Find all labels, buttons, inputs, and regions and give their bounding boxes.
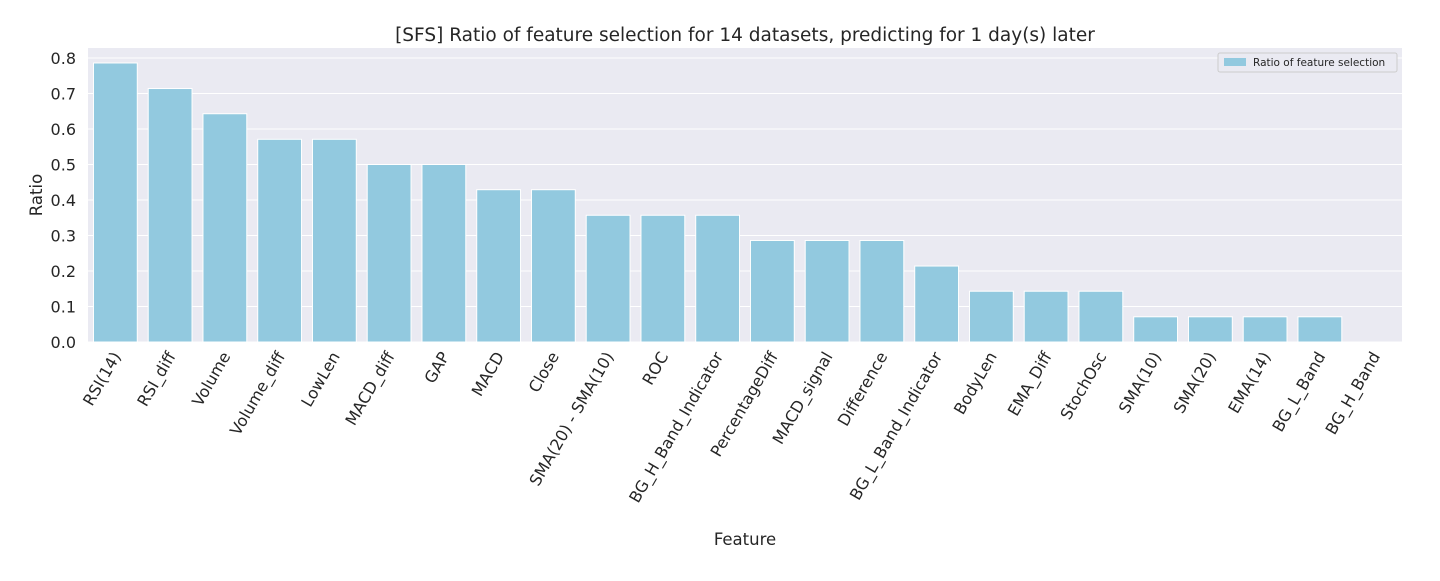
bar xyxy=(1078,290,1124,343)
x-tick-label: EMA_Diff xyxy=(1004,348,1057,420)
x-tick-label: BG_H_Band_Indicator xyxy=(625,348,728,506)
bar xyxy=(749,239,795,343)
x-tick-label: Difference xyxy=(834,349,892,430)
legend-swatch xyxy=(1224,58,1246,66)
y-tick-label: 0.0 xyxy=(51,333,76,352)
y-tick-label: 0.2 xyxy=(51,262,76,281)
bar xyxy=(366,164,412,343)
bar xyxy=(859,239,905,343)
bar xyxy=(421,164,467,343)
x-tick-label: RSI_diff xyxy=(133,348,181,410)
y-tick-label: 0.7 xyxy=(51,85,76,104)
bars xyxy=(92,62,1343,343)
y-axis-label: Ratio xyxy=(27,174,46,216)
bar xyxy=(804,239,850,343)
legend-label: Ratio of feature selection xyxy=(1253,57,1385,69)
x-tick-label: Close xyxy=(525,349,563,396)
bar xyxy=(1242,316,1288,343)
y-tick-label: 0.5 xyxy=(51,156,76,175)
x-tick-label: GAP xyxy=(420,348,453,386)
x-tick-label: MACD_signal xyxy=(768,349,837,448)
bar xyxy=(476,189,522,343)
x-tick-label: MACD_diff xyxy=(341,348,400,430)
bar xyxy=(1297,316,1343,343)
legend: Ratio of feature selection xyxy=(1217,52,1398,73)
bar xyxy=(914,265,960,343)
bar xyxy=(311,138,357,343)
x-tick-label: BodyLen xyxy=(950,349,1001,418)
x-tick-label: RSI(14) xyxy=(79,349,125,409)
y-tick-label: 0.1 xyxy=(51,298,76,317)
bar xyxy=(640,214,686,343)
x-tick-label: SMA(10) xyxy=(1115,349,1165,417)
x-tick-label: Volume_diff xyxy=(226,348,290,440)
y-tick-label: 0.4 xyxy=(51,191,76,210)
x-tick-label: ROC xyxy=(638,349,672,389)
y-axis-ticks: 0.0 0.1 0.2 0.3 0.4 0.5 0.6 0.7 0.8 xyxy=(51,49,76,352)
bar xyxy=(695,214,741,343)
y-tick-label: 0.8 xyxy=(51,49,76,68)
x-tick-label: MACD xyxy=(468,349,508,400)
bar xyxy=(1187,316,1233,343)
bar xyxy=(147,88,193,343)
bar xyxy=(585,214,631,343)
y-tick-label: 0.3 xyxy=(51,227,76,246)
bar xyxy=(968,290,1014,343)
x-tick-label: EMA(14) xyxy=(1224,349,1274,417)
plot-area xyxy=(88,48,1402,342)
x-tick-label: StochOsc xyxy=(1056,349,1110,423)
x-axis-label: Feature xyxy=(714,530,776,549)
bar xyxy=(257,138,303,343)
legend-box xyxy=(1217,52,1398,73)
y-tick-label: 0.6 xyxy=(51,120,76,139)
chart-title: [SFS] Ratio of feature selection for 14 … xyxy=(395,25,1095,46)
bar xyxy=(202,113,248,343)
gridlines xyxy=(88,57,1402,343)
bar xyxy=(530,189,576,343)
x-tick-label: LowLen xyxy=(297,349,344,411)
x-tick-label: BG_H_Band xyxy=(1322,349,1385,439)
x-tick-label: Volume xyxy=(188,349,234,410)
bar xyxy=(1023,290,1069,343)
bar xyxy=(92,62,138,343)
x-tick-label: SMA(20) xyxy=(1170,349,1220,417)
bar xyxy=(1133,316,1179,343)
x-tick-label: BG_L_Band xyxy=(1268,349,1330,436)
